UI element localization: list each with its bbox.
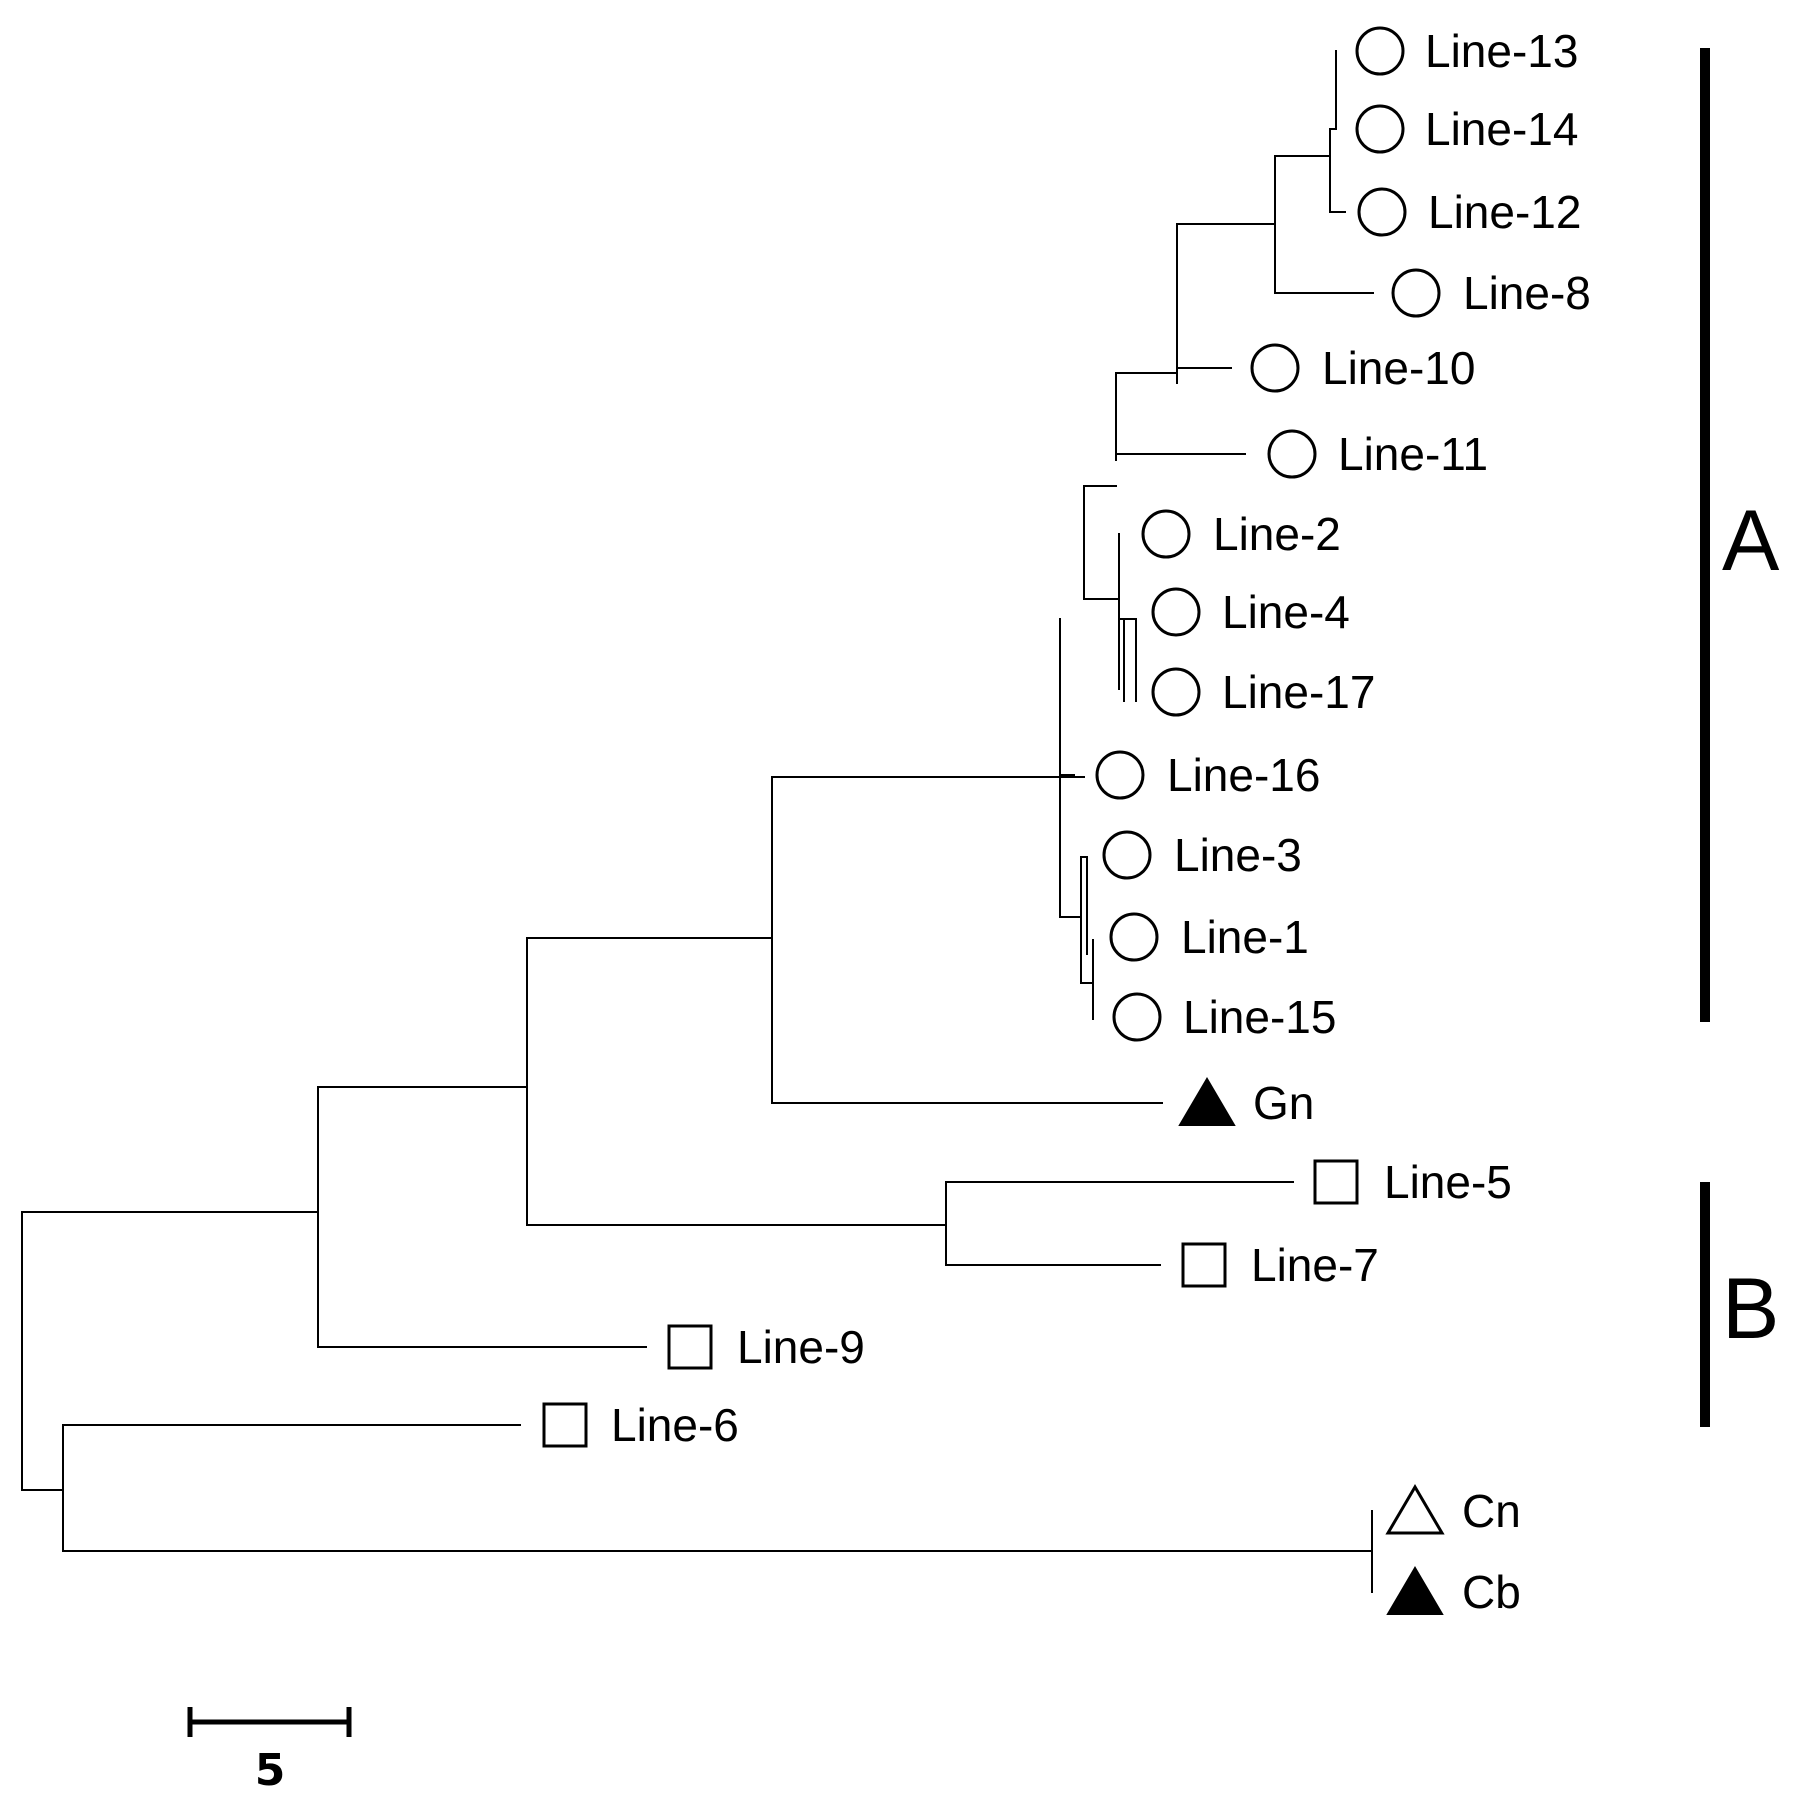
open-circle-icon (1151, 587, 1201, 637)
scale-bar: 5 (187, 1707, 352, 1793)
leaf-line-1: Line-1 (1109, 911, 1309, 963)
taxon-label: Line-7 (1251, 1239, 1379, 1291)
open-square-icon (542, 1402, 588, 1448)
leaf-line-11: Line-11 (1267, 428, 1488, 480)
open-square-icon (1313, 1159, 1359, 1205)
taxon-label: Line-10 (1322, 342, 1475, 394)
leaf-cb: Cb (1386, 1566, 1521, 1618)
open-circle-icon (1109, 912, 1159, 962)
tree-leaves: Line-13 Line-14 Line-12 Line-8 Line-10 Line-1… (542, 25, 1591, 1618)
leaf-line-12: Line-12 (1357, 186, 1581, 238)
leaf-line-6: Line-6 (542, 1399, 739, 1451)
open-circle-icon (1357, 187, 1407, 237)
open-circle-icon (1355, 26, 1405, 76)
taxon-label: Line-14 (1425, 103, 1578, 155)
taxon-label: Line-12 (1428, 186, 1581, 238)
taxon-label: Line-16 (1167, 749, 1320, 801)
leaf-line-14: Line-14 (1355, 103, 1578, 155)
open-circle-icon (1355, 104, 1405, 154)
taxon-label: Line-15 (1183, 991, 1336, 1043)
leaf-line-7: Line-7 (1181, 1239, 1379, 1291)
leaf-line-10: Line-10 (1250, 342, 1475, 394)
taxon-label: Line-17 (1222, 666, 1375, 718)
clade-b-label: B (1722, 1261, 1779, 1357)
leaf-line-9: Line-9 (667, 1321, 865, 1373)
taxon-label: Line-8 (1463, 267, 1591, 319)
open-circle-icon (1095, 750, 1145, 800)
open-square-icon (667, 1324, 713, 1370)
scale-bar-label: 5 (255, 1745, 286, 1793)
clade-a-label: A (1722, 493, 1780, 589)
leaf-line-3: Line-3 (1102, 829, 1302, 881)
leaf-line-16: Line-16 (1095, 749, 1320, 801)
open-triangle-icon (1385, 1484, 1445, 1535)
leaf-line-5: Line-5 (1313, 1156, 1512, 1208)
leaf-line-8: Line-8 (1391, 267, 1591, 319)
open-circle-icon (1141, 509, 1191, 559)
leaf-line-2: Line-2 (1141, 508, 1341, 560)
taxon-label: Line-2 (1213, 508, 1341, 560)
taxon-label: Line-5 (1384, 1156, 1512, 1208)
open-circle-icon (1102, 830, 1152, 880)
leaf-line-15: Line-15 (1112, 991, 1336, 1043)
leaf-line-13: Line-13 (1355, 25, 1578, 77)
clade-b-group: B (1700, 1182, 1779, 1427)
open-circle-icon (1267, 429, 1317, 479)
open-circle-icon (1151, 667, 1201, 717)
taxon-label: Line-3 (1174, 829, 1302, 881)
open-circle-icon (1250, 343, 1300, 393)
taxon-label: Line-4 (1222, 586, 1350, 638)
clade-a-group: A (1700, 48, 1780, 1022)
taxon-label: Cn (1462, 1485, 1521, 1537)
tree-branches (21, 50, 1374, 1593)
taxon-label: Cb (1462, 1566, 1521, 1618)
taxon-label: Line-13 (1425, 25, 1578, 77)
taxon-label: Line-6 (611, 1399, 739, 1451)
open-circle-icon (1391, 268, 1441, 318)
leaf-gn: Gn (1178, 1077, 1314, 1129)
open-circle-icon (1112, 992, 1162, 1042)
taxon-label: Gn (1253, 1077, 1314, 1129)
taxon-label: Line-11 (1338, 428, 1488, 480)
filled-triangle-icon (1386, 1566, 1444, 1615)
taxon-label: Line-1 (1181, 911, 1309, 963)
leaf-line-4: Line-4 (1151, 586, 1350, 638)
open-square-icon (1181, 1242, 1227, 1288)
filled-triangle-icon (1178, 1077, 1236, 1126)
leaf-line-17: Line-17 (1151, 666, 1375, 718)
taxon-label: Line-9 (737, 1321, 865, 1373)
leaf-cn: Cn (1385, 1484, 1521, 1537)
